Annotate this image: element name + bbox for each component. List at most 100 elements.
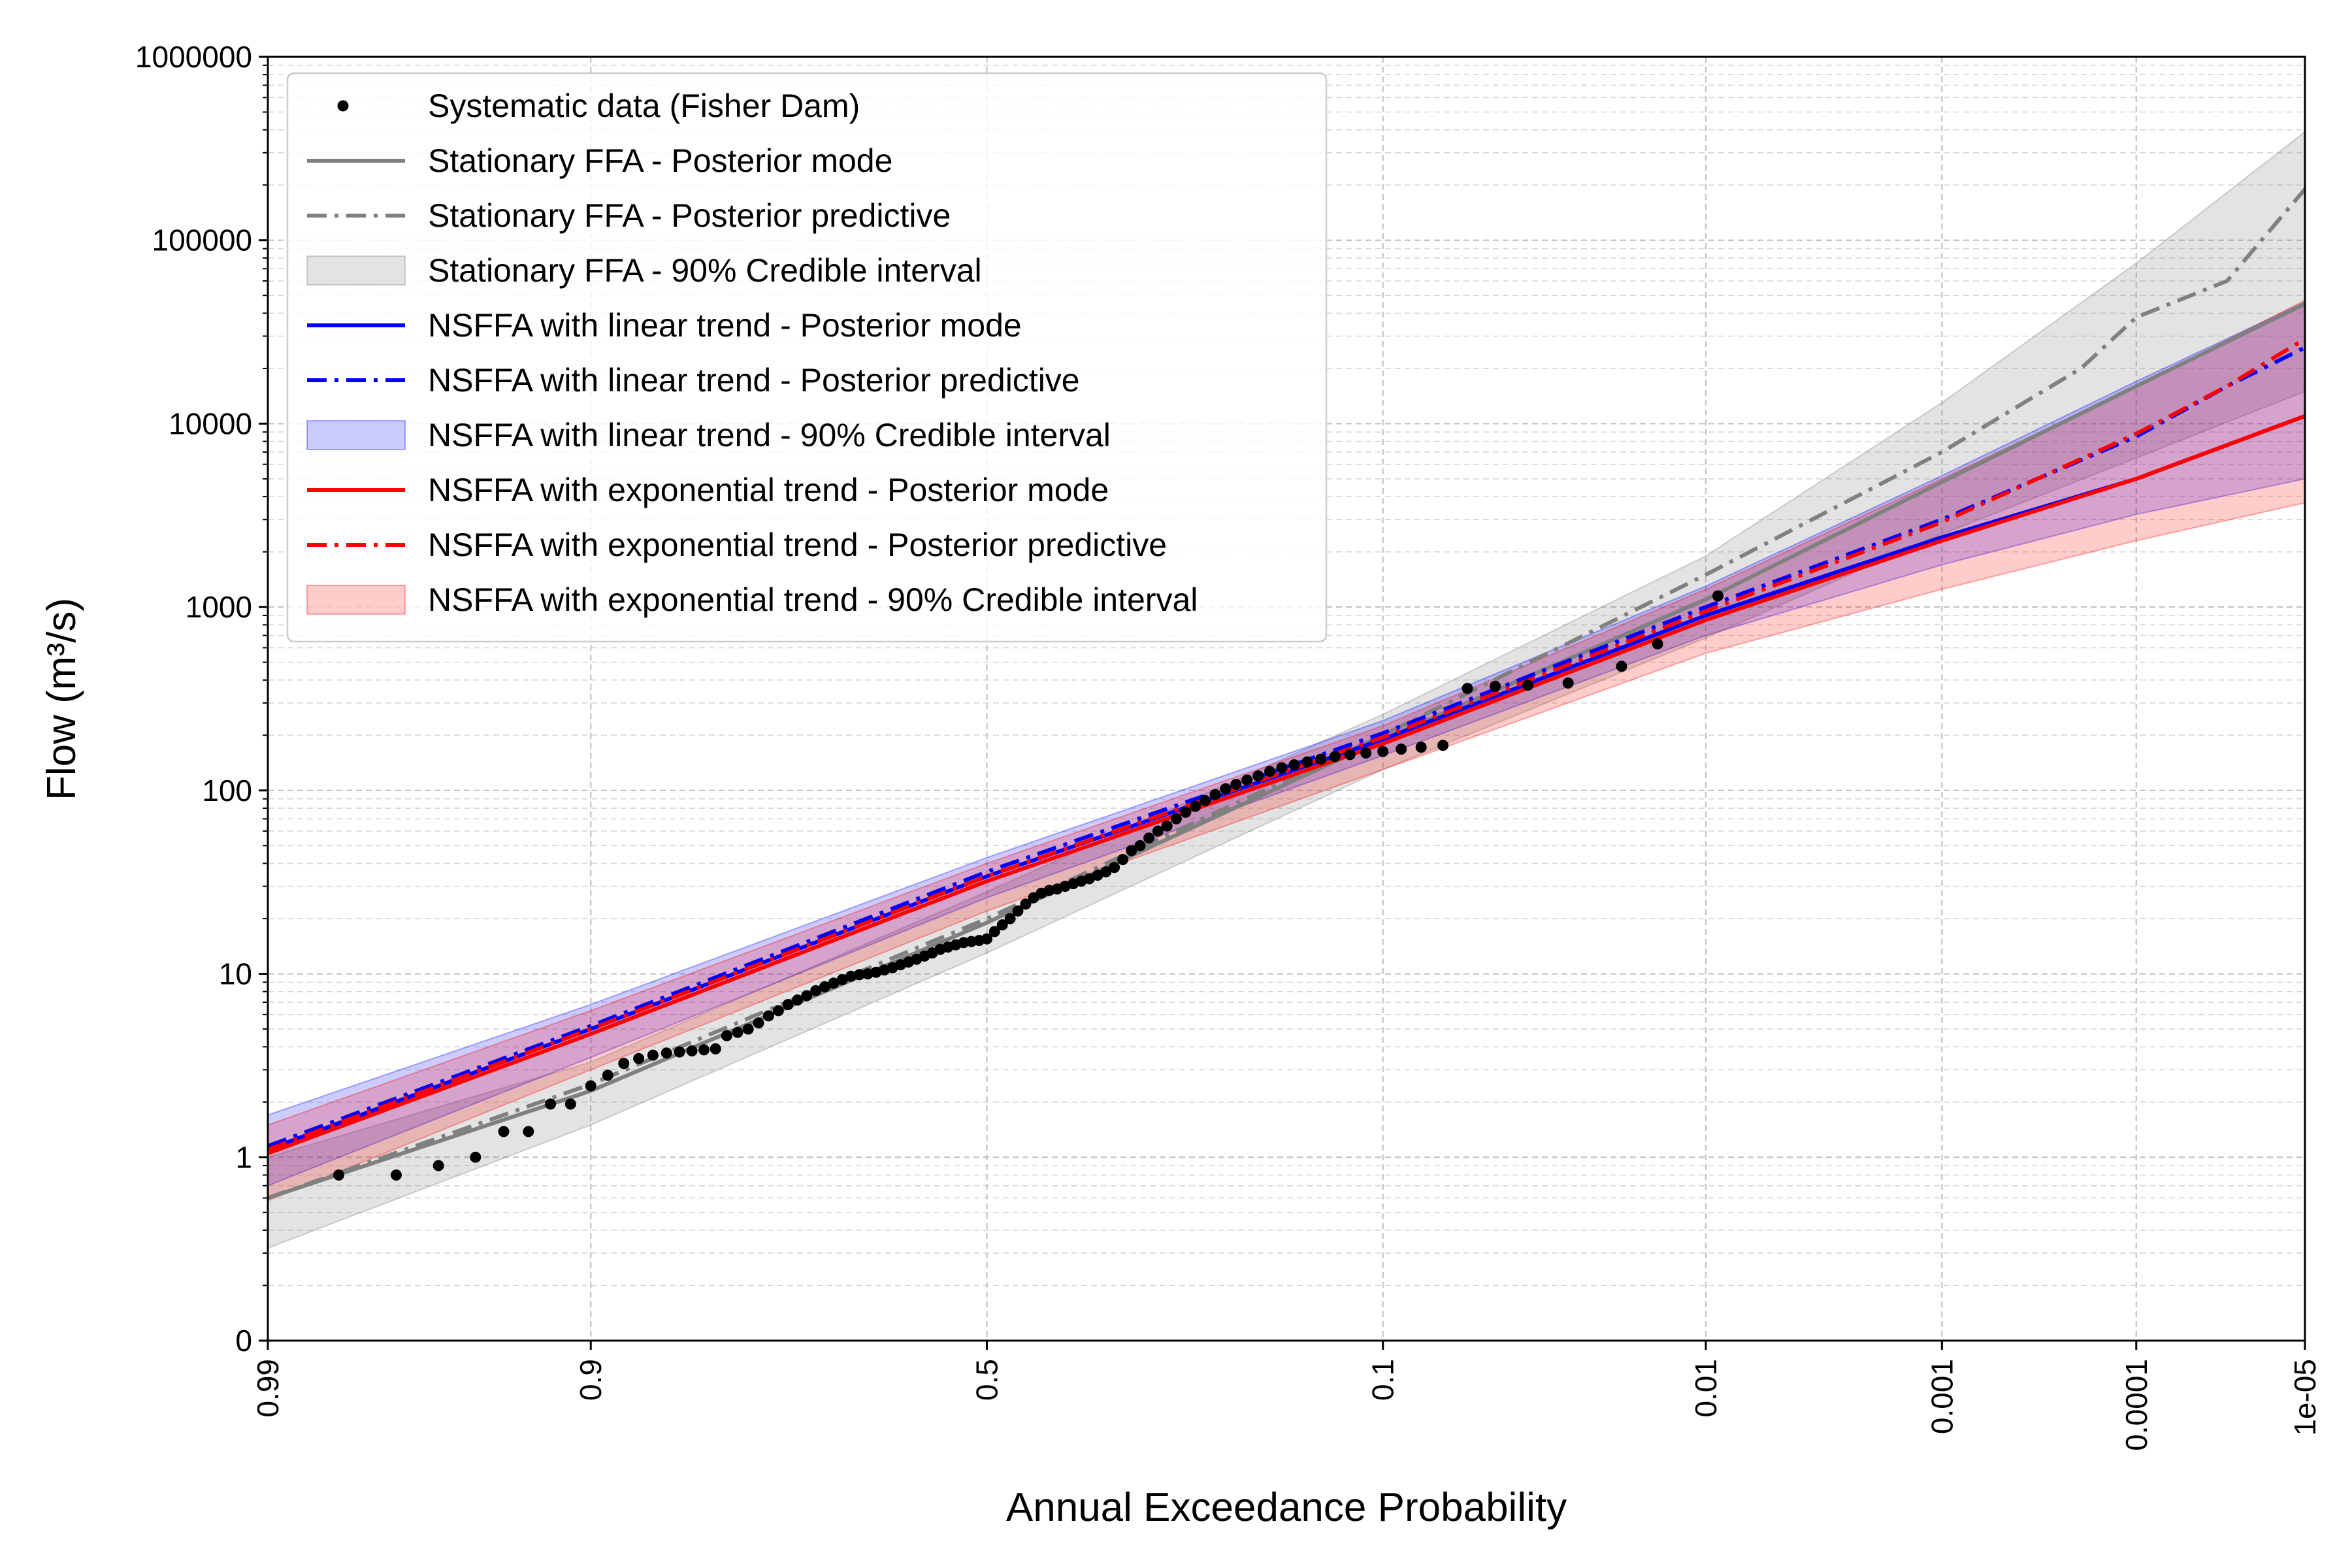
data-point: [732, 1026, 743, 1038]
legend-label: NSFFA with exponential trend - Posterior…: [428, 527, 1167, 563]
legend-label: NSFFA with linear trend - 90% Credible i…: [428, 417, 1111, 453]
x-tick-label: 0.9: [574, 1359, 608, 1401]
data-point: [1180, 806, 1192, 818]
data-point: [1170, 813, 1182, 825]
legend-patch: [306, 585, 406, 615]
data-point: [1230, 779, 1242, 790]
legend-label: Stationary FFA - 90% Credible interval: [428, 252, 982, 289]
data-point: [698, 1044, 710, 1056]
data-point: [1462, 683, 1473, 694]
data-point: [1126, 845, 1137, 857]
data-point: [1100, 866, 1112, 877]
y-tick-label: 100000: [152, 223, 253, 257]
series-line-mode: [268, 414, 2305, 1156]
legend: Systematic data (Fisher Dam) Stationary F…: [286, 72, 1328, 643]
data-point: [1301, 756, 1313, 768]
plot-frame: [267, 56, 2306, 1342]
legend-patch: [306, 420, 406, 450]
x-axis-title: Annual Exceedance Probability: [1006, 1485, 1567, 1530]
y-tick-label: 1: [235, 1140, 252, 1174]
data-point: [1377, 745, 1389, 757]
data-point: [333, 1169, 344, 1181]
data-point: [1200, 794, 1211, 806]
data-point: [686, 1045, 698, 1056]
data-point: [853, 969, 865, 981]
y-tick-label: 1000000: [135, 40, 252, 74]
data-point: [633, 1053, 645, 1064]
data-point: [845, 970, 857, 982]
data-point: [498, 1126, 510, 1137]
data-point: [1143, 832, 1155, 844]
data-point: [810, 985, 822, 996]
data-point: [742, 1023, 754, 1035]
y-tick-label: 10: [219, 957, 252, 991]
legend-patch: [306, 255, 406, 286]
data-point: [585, 1080, 596, 1092]
data-point: [1012, 905, 1024, 917]
legend-label: Stationary FFA - Posterior predictive: [428, 197, 951, 234]
data-point: [782, 999, 794, 1011]
data-point: [1616, 661, 1627, 672]
data-point: [1209, 789, 1221, 800]
data-point: [661, 1047, 672, 1059]
y-tick-label: 100: [202, 774, 252, 808]
data-point: [1241, 774, 1253, 786]
data-point: [1134, 840, 1146, 851]
y-tick-label: 10000: [169, 406, 252, 440]
data-point: [647, 1049, 659, 1061]
data-point: [674, 1046, 685, 1058]
legend-label: Systematic data (Fisher Dam): [428, 88, 860, 124]
data-point: [391, 1169, 402, 1181]
data-point: [862, 968, 874, 980]
data-point: [1415, 742, 1427, 753]
data-point: [1004, 913, 1016, 924]
data-point: [1161, 820, 1173, 832]
data-point: [433, 1160, 444, 1171]
data-point: [1329, 751, 1341, 762]
data-point: [618, 1058, 630, 1070]
legend-label: NSFFA with exponential trend - 90% Credi…: [428, 581, 1198, 618]
data-point: [602, 1070, 613, 1081]
data-point: [996, 919, 1008, 931]
data-point: [988, 926, 1000, 938]
data-point: [564, 1098, 576, 1110]
data-point: [772, 1005, 784, 1017]
data-point: [1490, 680, 1501, 692]
data-point: [1288, 759, 1300, 771]
data-point: [981, 933, 992, 945]
y-tick-label: 0: [235, 1324, 252, 1358]
y-axis-ticks: 0 1 10 100 1000 10000 100000 1000000: [135, 40, 268, 1358]
legend-box: [286, 72, 1328, 643]
data-point: [1652, 638, 1663, 649]
data-point: [1437, 740, 1449, 751]
data-point: [1276, 762, 1288, 774]
plot-area: [268, 131, 2305, 1249]
y-axis-title: Flow (m³/s): [39, 598, 84, 800]
series-line-predictive: [268, 337, 2305, 1152]
data-point: [710, 1043, 721, 1054]
data-point: [721, 1030, 732, 1041]
data-point: [836, 973, 848, 985]
x-tick-label: 0.001: [1925, 1359, 1959, 1434]
legend-label: Stationary FFA - Posterior mode: [428, 142, 892, 179]
data-point: [1109, 862, 1120, 874]
legend-label: NSFFA with exponential trend - Posterior…: [428, 472, 1109, 508]
x-tick-label: 0.5: [970, 1359, 1004, 1401]
x-tick-label: 0.01: [1689, 1359, 1723, 1418]
data-point: [1712, 590, 1723, 602]
series-lines: [268, 188, 2305, 1200]
data-point: [1020, 898, 1032, 910]
y-tick-label: 1000: [186, 590, 252, 624]
data-point: [1220, 783, 1232, 794]
x-tick-label: 0.0001: [2119, 1359, 2153, 1451]
data-point: [1092, 870, 1103, 881]
x-axis-ticks: 0.99 0.9 0.5 0.1 0.01 0.001 0.0001 1e-05: [251, 1341, 2322, 1451]
data-point: [1252, 770, 1264, 782]
legend-marker: [337, 100, 349, 112]
data-point: [1522, 679, 1534, 691]
credible-band-ff0000: [268, 299, 2305, 1201]
x-tick-label: 0.1: [1366, 1359, 1400, 1401]
data-point: [1264, 766, 1275, 777]
data-point: [1360, 747, 1372, 759]
